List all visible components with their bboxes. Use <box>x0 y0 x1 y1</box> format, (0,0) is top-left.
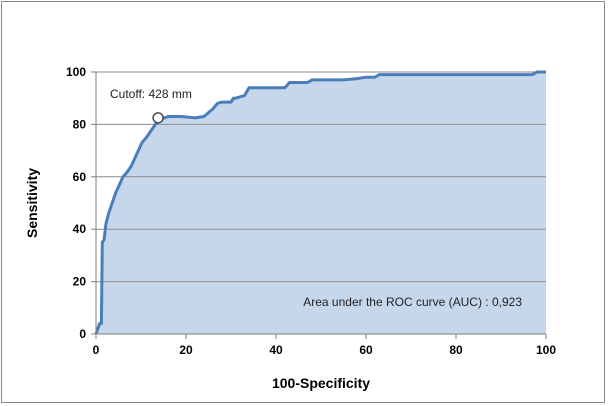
y-tick-label-0: 0 <box>79 327 86 341</box>
x-tick-label-0: 0 <box>93 343 100 357</box>
x-tick-label-60: 60 <box>359 343 373 357</box>
x-tick-label-80: 80 <box>449 343 463 357</box>
x-tick-label-40: 40 <box>269 343 283 357</box>
auc-area <box>96 72 546 334</box>
axes <box>91 71 547 339</box>
y-tick-label-20: 20 <box>73 275 87 289</box>
y-tick-label-100: 100 <box>66 65 86 79</box>
roc-curve-line <box>94 70 546 335</box>
x-tick-labels: 0 20 40 60 80 100 <box>93 343 557 357</box>
cutoff-marker <box>152 112 164 124</box>
y-tick-labels: 0 20 40 60 80 100 <box>66 65 86 341</box>
x-tick-label-20: 20 <box>179 343 193 357</box>
y-tick-label-40: 40 <box>73 222 87 236</box>
y-tick-label-80: 80 <box>73 117 87 131</box>
auc-annotation: Area under the ROC curve (AUC) : 0,923 <box>303 295 522 309</box>
y-axis-title: Sensitivity <box>24 168 40 238</box>
gridlines <box>96 71 546 283</box>
y-tick-label-60: 60 <box>73 170 87 184</box>
x-tick-label-100: 100 <box>536 343 556 357</box>
x-axis-title: 100-Specificity <box>272 375 370 391</box>
cutoff-label: Cutoff: 428 mm <box>110 87 192 101</box>
